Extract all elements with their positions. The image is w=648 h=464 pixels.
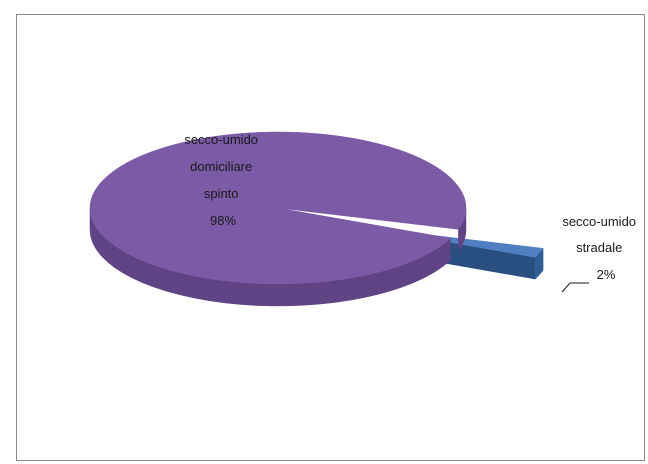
slice-label-secco-umido-stradale: secco-umido stradale 2% — [562, 214, 639, 282]
pie-slices — [89, 131, 544, 307]
slice-labels: secco-umido domiciliare spinto 98% secco… — [184, 132, 639, 293]
leader-line-stradale — [561, 282, 589, 293]
slice-label-secco-umido-domiciliare-spinto: secco-umido domiciliare spinto 98% — [184, 132, 261, 228]
pie-slice-secco-umido-domiciliare-spinto — [89, 131, 467, 285]
